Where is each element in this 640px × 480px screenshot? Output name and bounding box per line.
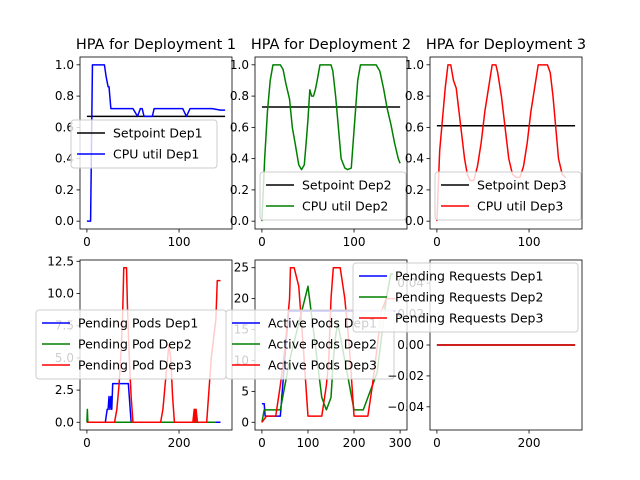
y-tick-label: −0.02 xyxy=(387,369,424,383)
y-tick-label: 0.6 xyxy=(405,120,424,134)
y-tick-label: 0.8 xyxy=(230,89,249,103)
y-tick-label: 20 xyxy=(234,292,249,306)
legend-box xyxy=(352,262,579,333)
legend-label: Pending Requests Dep3 xyxy=(395,311,543,326)
series-group xyxy=(261,64,401,222)
legend: Setpoint Dep2 CPU util Dep2 xyxy=(259,171,407,221)
x-tick-label: 0 xyxy=(433,436,441,450)
series-group xyxy=(436,64,576,222)
x-tick-label: 100 xyxy=(343,235,366,249)
series-line-cpu-util-dep3 xyxy=(436,64,567,222)
legend-label: Pending Pod Dep3 xyxy=(78,358,192,373)
axes-frame xyxy=(254,56,408,230)
x-tick-label: 200 xyxy=(343,436,366,450)
legend-label: CPU util Dep1 xyxy=(113,147,199,162)
legend-label: Pending Pods Dep1 xyxy=(78,316,198,331)
axes-frame xyxy=(429,56,583,230)
x-tick-label: 100 xyxy=(518,235,541,249)
y-tick-label: 0.4 xyxy=(230,152,249,166)
chart-title: HPA for Deployment 1 xyxy=(76,37,236,53)
y-tick-label: 0.6 xyxy=(230,120,249,134)
x-tick-label: 100 xyxy=(297,436,320,450)
legend-box xyxy=(434,171,582,221)
legend: Pending Requests Dep1 Pending Requests De… xyxy=(352,262,579,333)
subplot-2: 0.0 0.2 0.4 0.6 0.8 1.0 0 100 Setpoint Dep2 CPU u… xyxy=(230,56,408,249)
x-tick-label: 200 xyxy=(518,436,541,450)
legend: Setpoint Dep3 CPU util Dep3 xyxy=(434,171,582,221)
legend-label: Active Pods Dep1 xyxy=(268,316,377,331)
legend-label: Pending Pod Dep2 xyxy=(78,337,192,352)
series-line-cpu-util-dep2 xyxy=(261,64,401,222)
x-tick-label: 100 xyxy=(168,235,191,249)
y-tick-label: 25 xyxy=(234,261,249,275)
x-tick-label: 0 xyxy=(83,235,91,249)
y-tick-label: 0.2 xyxy=(405,183,424,197)
y-tick-label: 0.8 xyxy=(405,89,424,103)
y-tick-label: 0.0 xyxy=(55,214,74,228)
legend-box xyxy=(70,119,218,169)
y-tick-label: 12.5 xyxy=(47,254,74,268)
legend-box xyxy=(225,309,395,380)
chart-title: HPA for Deployment 3 xyxy=(426,37,586,53)
chart-title: HPA for Deployment 2 xyxy=(251,37,411,53)
y-tick-label: 5 xyxy=(241,384,249,398)
y-tick-label: 2.5 xyxy=(55,383,74,397)
subplot-3: 0.0 0.2 0.4 0.6 0.8 1.0 0 100 Setpoint Dep3 CPU u… xyxy=(405,56,583,249)
legend-box xyxy=(259,171,407,221)
subplot-1: 0.0 0.2 0.4 0.6 0.8 1.0 0 100 Setpoint Dep1 CPU u… xyxy=(55,56,233,249)
subplot-6: −0.04−0.020.000.020.040200Pending Reques… xyxy=(352,259,583,450)
x-tick-label: 0 xyxy=(258,436,266,450)
y-tick-label: 1.0 xyxy=(55,58,74,72)
y-tick-label: 1.0 xyxy=(230,58,249,72)
y-tick-label: 0.0 xyxy=(405,214,424,228)
legend: Active Pods Dep1 Active Pods Dep2 Active P… xyxy=(225,309,395,380)
legend-label: Setpoint Dep1 xyxy=(113,126,203,141)
legend-label: CPU util Dep2 xyxy=(302,199,388,214)
legend-label: CPU util Dep3 xyxy=(477,199,563,214)
y-tick-label: 0.4 xyxy=(405,152,424,166)
y-tick-label: 0.0 xyxy=(230,214,249,228)
legend-label: Setpoint Dep2 xyxy=(302,178,392,193)
y-tick-label: 0 xyxy=(241,415,249,429)
series-group xyxy=(86,64,226,222)
x-tick-label: 0 xyxy=(433,235,441,249)
subplot-5: 05101520250100200300Active Pods Dep1Acti… xyxy=(225,259,412,450)
x-tick-label: 0 xyxy=(83,436,91,450)
legend: Setpoint Dep1 CPU util Dep1 xyxy=(70,119,218,169)
legend-label: Pending Requests Dep2 xyxy=(395,290,543,305)
y-tick-label: 0.00 xyxy=(397,338,424,352)
y-tick-label: 0.6 xyxy=(55,120,74,134)
legend-label: Active Pods Dep2 xyxy=(268,337,377,352)
y-tick-label: 0.2 xyxy=(55,183,74,197)
y-tick-label: 0.4 xyxy=(55,152,74,166)
y-tick-label: 10.0 xyxy=(47,286,74,300)
legend-label: Pending Requests Dep1 xyxy=(395,269,543,284)
series-line-cpu-util-dep1 xyxy=(86,64,226,222)
y-tick-label: 1.0 xyxy=(405,58,424,72)
legend: Pending Pods Dep1 Pending Pod Dep2 Pending… xyxy=(35,309,227,380)
x-tick-label: 300 xyxy=(389,436,412,450)
x-tick-label: 0 xyxy=(258,235,266,249)
legend-label: Active Pods Dep3 xyxy=(268,358,377,373)
y-tick-label: 0.0 xyxy=(55,415,74,429)
y-tick-label: 0.2 xyxy=(230,183,249,197)
y-tick-label: −0.04 xyxy=(387,400,424,414)
x-tick-label: 200 xyxy=(168,436,191,450)
y-tick-label: 0.8 xyxy=(55,89,74,103)
legend-label: Setpoint Dep3 xyxy=(477,178,567,193)
